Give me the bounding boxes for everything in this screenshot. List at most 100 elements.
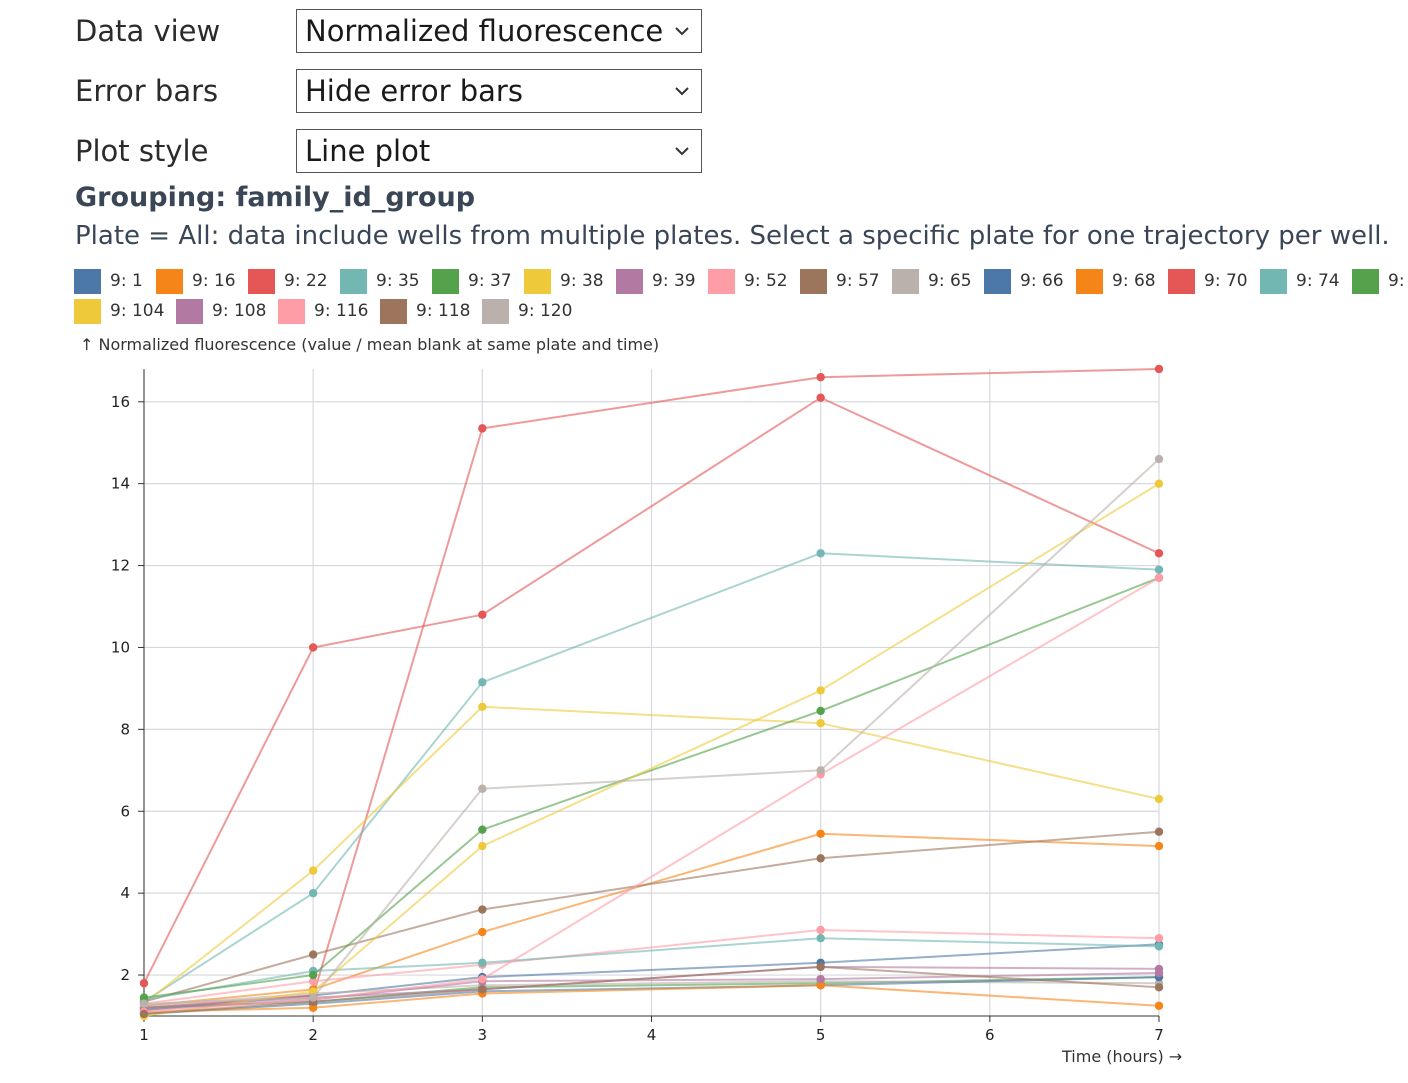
- data-point: [308, 888, 318, 898]
- data-point: [1154, 1001, 1164, 1010]
- data-view-label: Data view: [75, 14, 221, 48]
- legend-item[interactable]: 9: 104: [74, 298, 164, 324]
- legend-item[interactable]: 9: 70: [1168, 268, 1248, 294]
- data-point: [1154, 565, 1164, 574]
- data-point: [1154, 479, 1164, 488]
- legend-item[interactable]: 9: 1: [74, 268, 143, 294]
- plot-style-label: Plot style: [75, 134, 209, 168]
- data-point: [816, 706, 825, 716]
- legend-label: 9: 22: [284, 271, 328, 291]
- data-point: [816, 686, 825, 695]
- data-point: [139, 979, 149, 988]
- series-group: [139, 962, 1164, 1019]
- legend-item[interactable]: 9: 66: [984, 268, 1064, 294]
- data-point: [478, 985, 487, 994]
- legend-item[interactable]: 9: 37: [432, 268, 512, 294]
- error-bars-label: Error bars: [75, 74, 219, 108]
- data-point: [478, 702, 487, 712]
- legend-swatch: [708, 268, 735, 294]
- x-tick-label: 4: [647, 1026, 657, 1044]
- legend-item[interactable]: 9: 35: [340, 268, 420, 294]
- data-point: [1154, 794, 1164, 804]
- data-point: [816, 829, 825, 838]
- grid: [143, 369, 1160, 1016]
- legend-swatch: [340, 268, 367, 294]
- legend-label: 9: 68: [1112, 271, 1156, 291]
- legend-item[interactable]: 9: 8: [1352, 268, 1408, 294]
- legend-item[interactable]: 9: 39: [616, 268, 696, 294]
- legend-item[interactable]: 9: 116: [278, 298, 368, 324]
- data-point: [308, 993, 318, 1002]
- legend-swatch: [380, 298, 407, 324]
- series-group: [139, 454, 1164, 1008]
- legend-swatch: [1260, 268, 1287, 294]
- data-point: [1154, 364, 1164, 374]
- legend-item[interactable]: 9: 118: [380, 298, 470, 324]
- legend-label: 9: 116: [314, 301, 369, 321]
- data-point: [816, 925, 825, 935]
- legend-swatch: [892, 268, 919, 294]
- y-tick-label: 4: [120, 884, 130, 902]
- legend-label: 9: 74: [1296, 271, 1340, 291]
- x-tick-label: 1: [139, 1026, 149, 1044]
- legend-swatch: [524, 268, 551, 294]
- data-point: [816, 549, 825, 558]
- data-view-value: Normalized fluorescence: [305, 14, 664, 48]
- data-point: [1154, 827, 1164, 836]
- data-point: [1154, 549, 1164, 558]
- chevron-down-icon: [675, 87, 689, 96]
- legend-item[interactable]: 9: 120: [482, 298, 572, 324]
- y-axis-title: ↑ Normalized fluorescence (value / mean …: [80, 335, 660, 354]
- legend-item[interactable]: 9: 68: [1076, 268, 1156, 294]
- legend-swatch: [74, 268, 101, 294]
- legend-label: 9: 39: [652, 271, 696, 291]
- legend-label: 9: 108: [212, 301, 267, 321]
- y-tick-label: 12: [111, 557, 130, 575]
- legend-swatch: [482, 298, 509, 324]
- x-tick-label: 5: [816, 1026, 826, 1044]
- data-point: [478, 424, 487, 433]
- legend-label: 9: 37: [468, 271, 512, 291]
- series-group: [139, 393, 1164, 988]
- data-point: [139, 993, 149, 1002]
- legend-item[interactable]: 9: 52: [708, 268, 788, 294]
- legend-swatch: [616, 268, 643, 294]
- data-point: [478, 958, 487, 967]
- legend-label: 9: 70: [1204, 271, 1248, 291]
- data-point: [308, 970, 318, 980]
- legend-label: 9: 8: [1388, 271, 1408, 291]
- legend-label: 9: 1: [110, 271, 143, 291]
- x-tick-label: 7: [1154, 1026, 1164, 1044]
- data-point: [816, 372, 825, 382]
- legend-item[interactable]: 9: 74: [1260, 268, 1340, 294]
- legend-swatch: [1168, 268, 1195, 294]
- data-point: [478, 841, 487, 851]
- legend-swatch: [278, 298, 305, 324]
- data-point: [1154, 933, 1164, 943]
- legend-swatch: [800, 268, 827, 294]
- legend-item[interactable]: 9: 38: [524, 268, 604, 294]
- data-view-select[interactable]: Normalized fluorescence: [296, 9, 702, 53]
- chevron-down-icon: [675, 147, 689, 156]
- legend-swatch: [432, 268, 459, 294]
- legend-swatch: [1076, 268, 1103, 294]
- data-point: [478, 974, 487, 984]
- plot-style-row: Plot style Line plot: [75, 128, 702, 174]
- legend-swatch: [156, 268, 183, 294]
- legend-item[interactable]: 9: 57: [800, 268, 880, 294]
- y-tick-label: 14: [111, 475, 130, 493]
- data-point: [478, 784, 487, 793]
- data-point: [478, 825, 487, 834]
- plot-style-select[interactable]: Line plot: [296, 129, 702, 173]
- legend-item[interactable]: 9: 108: [176, 298, 266, 324]
- legend-item[interactable]: 9: 65: [892, 268, 972, 294]
- error-bars-select[interactable]: Hide error bars: [296, 69, 702, 113]
- data-point: [816, 854, 825, 863]
- data-point: [1154, 454, 1164, 464]
- legend-item[interactable]: 9: 22: [248, 268, 328, 294]
- legend-label: 9: 57: [836, 271, 880, 291]
- chevron-down-icon: [675, 27, 689, 36]
- legend-item[interactable]: 9: 16: [156, 268, 236, 294]
